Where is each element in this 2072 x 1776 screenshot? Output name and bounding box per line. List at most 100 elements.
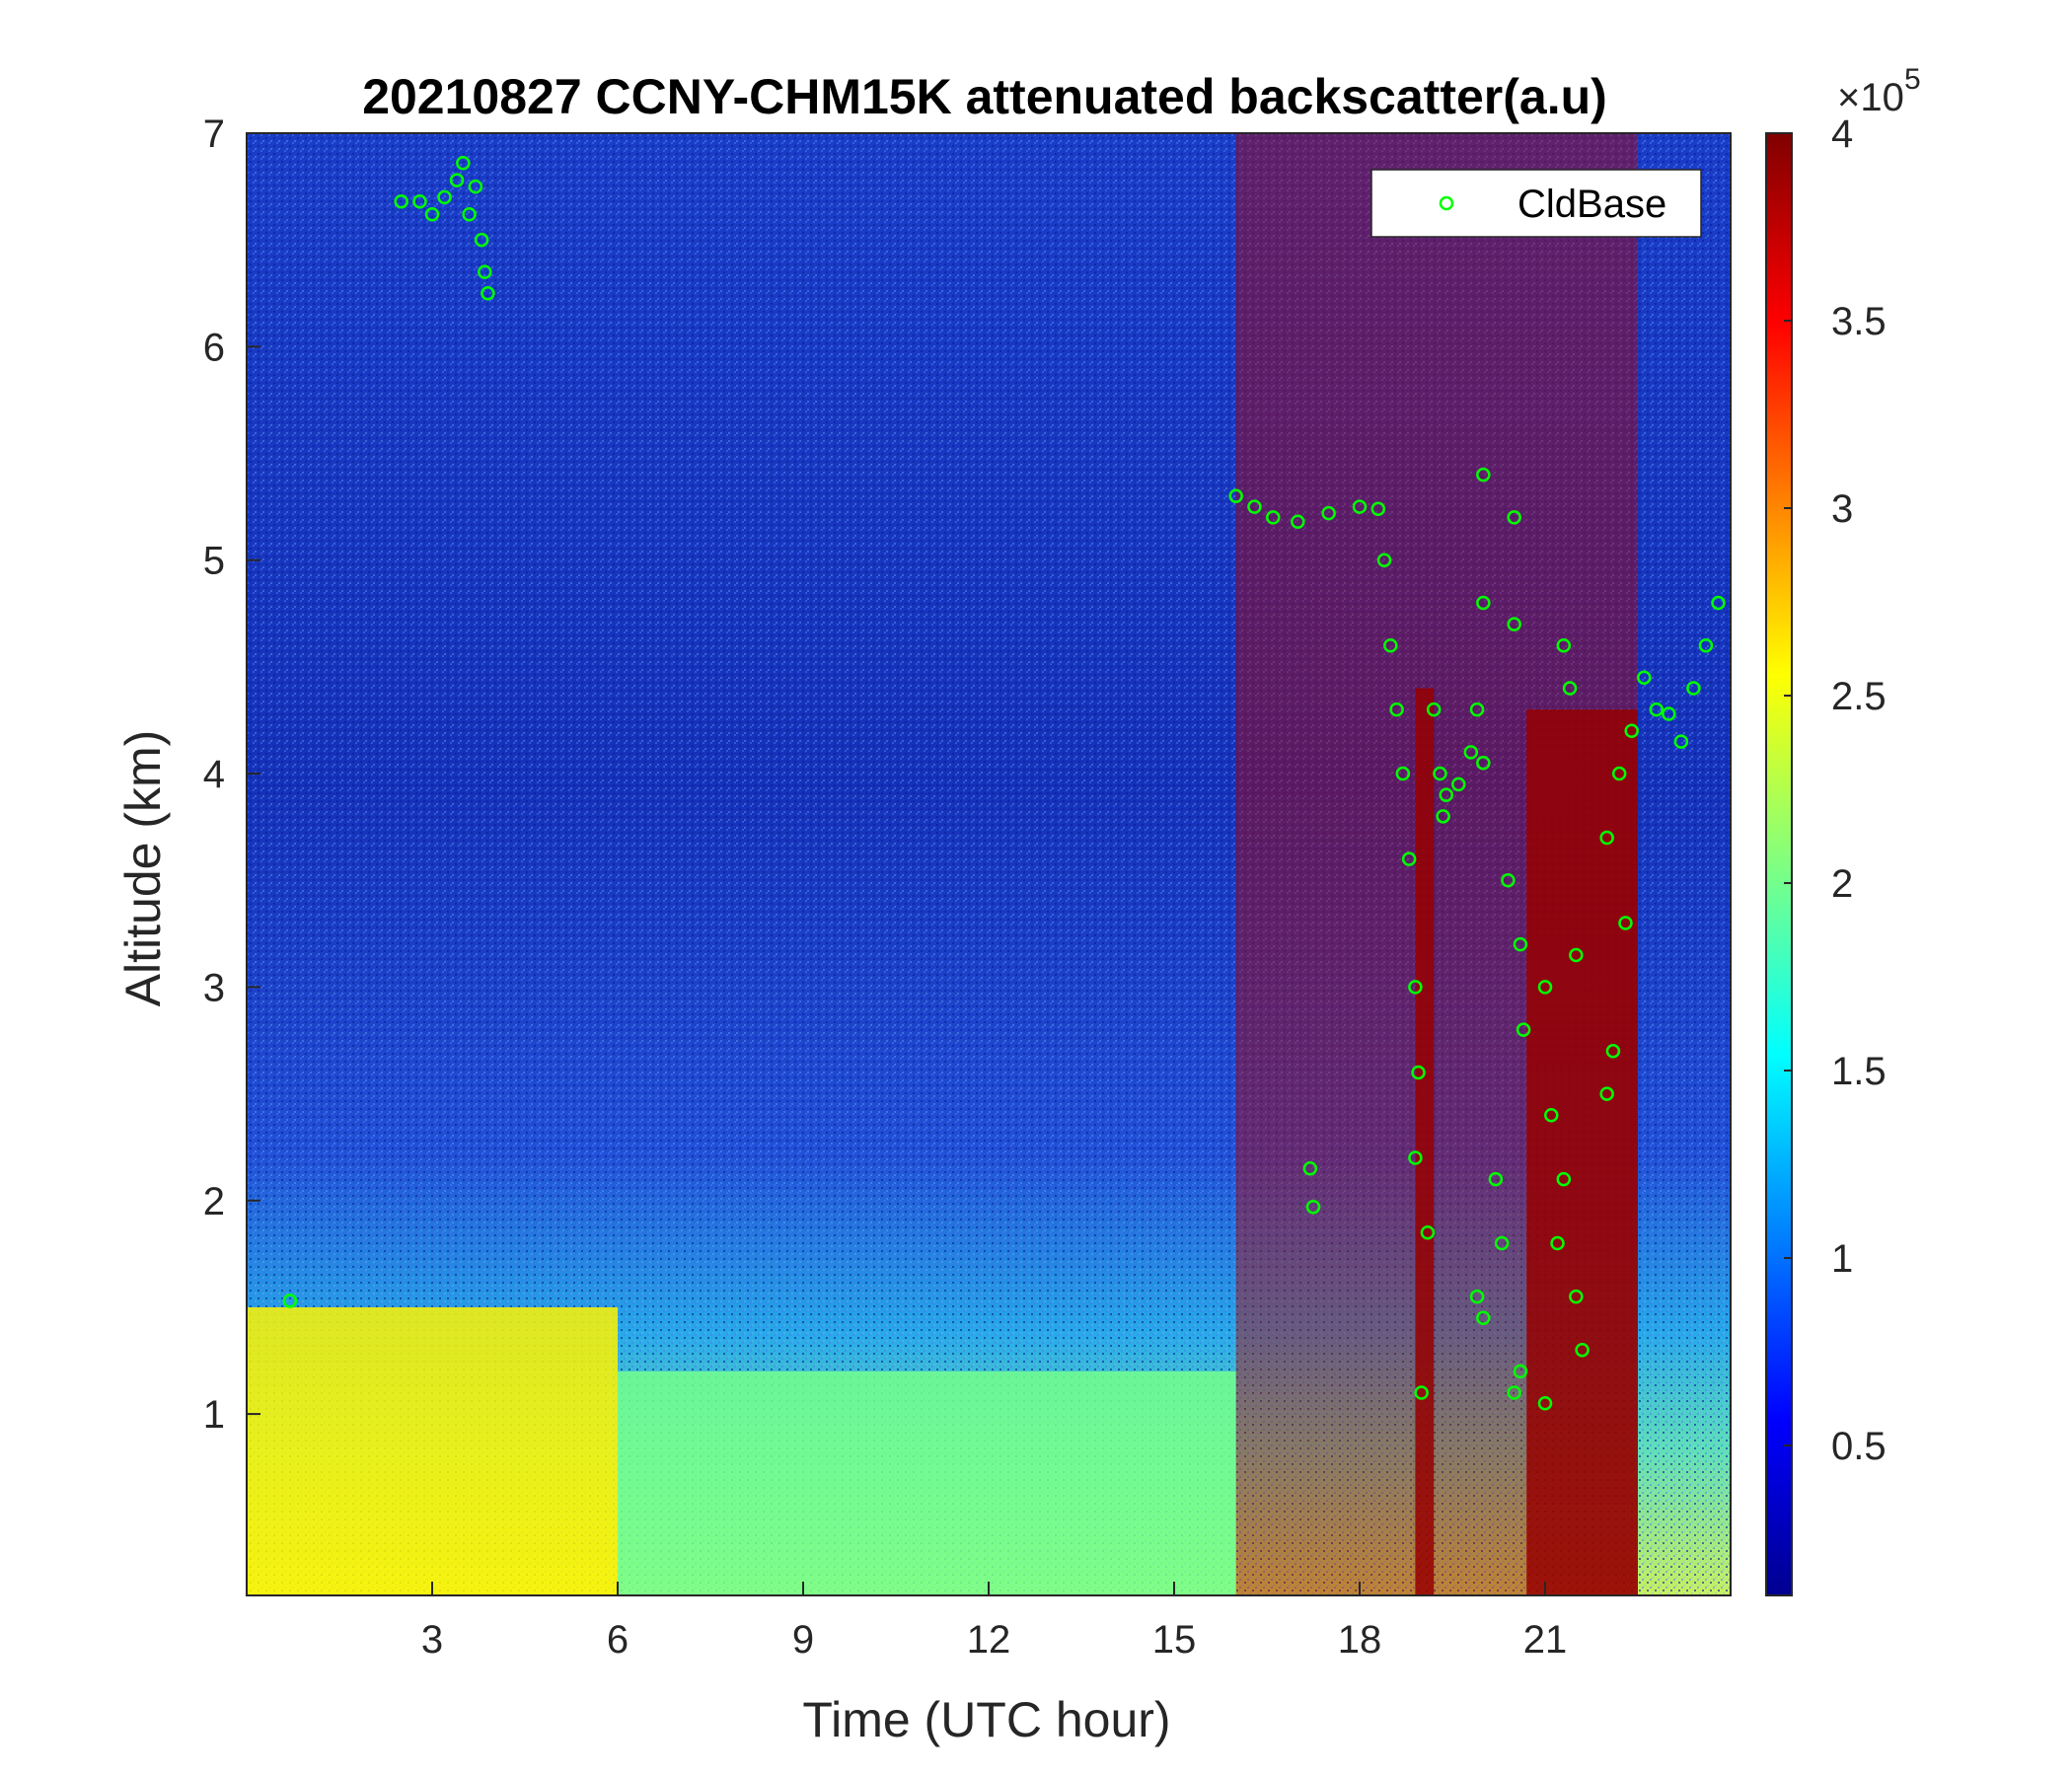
colorbar-scale — [1765, 132, 1793, 1596]
cldbase-point — [1569, 947, 1584, 963]
signal-regions — [247, 133, 1638, 1595]
cldbase-point — [1266, 510, 1281, 525]
cldbase-point — [1469, 1289, 1485, 1304]
y-tick-label: 1 — [203, 1393, 225, 1437]
cldbase-point — [1408, 980, 1423, 995]
colorbar-tick-label: 3 — [1831, 487, 1853, 531]
legend-marker-cldbase — [1439, 195, 1454, 211]
cldbase-point — [462, 206, 477, 222]
cldbase-point — [1469, 702, 1485, 717]
colorbar-tick-label: 4 — [1831, 112, 1853, 156]
cldbase-point — [1476, 467, 1491, 482]
cldbase-point — [1698, 637, 1714, 653]
cldbase-point — [1321, 505, 1336, 521]
cldbase-point — [1488, 1171, 1504, 1187]
cldbase-point — [424, 206, 440, 222]
cldbase-point — [1599, 830, 1614, 846]
cldbase-point — [1501, 872, 1516, 888]
cldbase-point — [1383, 637, 1398, 653]
cldbase-point — [1624, 723, 1639, 739]
cldbase-point — [1408, 1150, 1423, 1165]
colorbar: 0.5 1 1.5 2 2.5 3 3.5 4 ×10 5 — [1765, 63, 1921, 1596]
cldbase-point — [1291, 514, 1305, 530]
region-aerosol-layer-night — [247, 1306, 618, 1595]
legend-label-cldbase: CldBase — [1517, 183, 1666, 226]
y-tick-label: 6 — [203, 326, 225, 369]
cldbase-point — [1556, 1171, 1572, 1187]
legend-box — [1370, 169, 1702, 238]
cldbase-point — [1618, 916, 1633, 930]
cldbase-point — [412, 193, 427, 209]
cldbase-point — [1686, 681, 1701, 696]
cldbase-point — [1401, 851, 1417, 866]
cldbase-point — [1649, 702, 1665, 717]
cldbase-point — [474, 232, 489, 248]
cldbase-point — [1711, 595, 1726, 611]
cldbase-point — [1569, 1289, 1584, 1304]
cldbase-point — [468, 179, 483, 194]
chart-title: 20210827 CCNY-CHM15K attenuated backscat… — [362, 69, 1607, 124]
cldbase-point — [1247, 499, 1262, 514]
cldbase-point — [1575, 1342, 1590, 1358]
x-tick-label: 6 — [607, 1618, 629, 1662]
cldbase-point — [1463, 745, 1479, 760]
cldbase-point — [1395, 766, 1411, 781]
cldbase-point — [1556, 637, 1572, 653]
x-axis-label: Time (UTC hour) — [802, 1692, 1170, 1747]
cldbase-point — [449, 173, 465, 187]
cldbase-point — [1537, 1396, 1553, 1411]
cldbase-point — [1605, 1044, 1621, 1059]
cldbase-point — [394, 193, 408, 209]
colorbar-exponent-power: 5 — [1904, 63, 1921, 96]
y-tick-label: 3 — [203, 966, 225, 1009]
x-tick-label: 15 — [1152, 1618, 1197, 1662]
region-cloud-column-2 — [1526, 709, 1638, 1595]
legend[interactable]: CldBase — [1370, 169, 1702, 238]
cldbase-point — [1414, 1385, 1429, 1400]
cldbase-series — [282, 156, 1726, 1411]
cldbase-point — [1513, 936, 1528, 952]
cldbase-point — [1599, 1086, 1614, 1101]
cldbase-point — [1370, 501, 1386, 517]
cldbase-point — [1420, 1224, 1436, 1240]
x-tick-label: 21 — [1523, 1618, 1568, 1662]
cldbase-point — [1426, 702, 1442, 717]
cldbase-point — [481, 286, 495, 301]
cldbase-point — [1439, 787, 1453, 802]
cldbase-point — [1494, 1235, 1510, 1251]
cldbase-point — [1513, 1364, 1528, 1379]
colorbar-tick-label: 1 — [1831, 1237, 1853, 1281]
cldbase-point — [1537, 980, 1553, 995]
colorbar-exponent-base: ×10 — [1837, 76, 1904, 119]
colorbar-tick-label: 2.5 — [1831, 675, 1887, 718]
cldbase-point — [1228, 488, 1243, 504]
cldbase-point — [478, 264, 492, 279]
colorbar-ticks: 0.5 1 1.5 2 2.5 3 3.5 4 — [1784, 112, 1887, 1468]
cldbase-point — [1476, 595, 1491, 611]
y-tick-label: 5 — [203, 540, 225, 583]
cldbase-point — [1516, 1022, 1531, 1037]
region-aerosol-layer-day — [618, 1370, 1236, 1595]
cldbase-point — [1305, 1199, 1321, 1215]
cldbase-point — [1476, 755, 1491, 771]
y-axis: 1 2 3 4 5 6 7 — [203, 112, 260, 1437]
x-axis: 3 6 9 12 15 18 21 — [421, 1582, 1567, 1662]
cldbase-point — [1302, 1161, 1318, 1176]
y-tick-label: 7 — [203, 112, 225, 156]
cldbase-point — [1451, 777, 1466, 792]
cldbase-point — [282, 1294, 298, 1308]
x-tick-label: 3 — [421, 1618, 443, 1662]
cldbase-point — [1476, 1310, 1491, 1325]
y-tick-label: 2 — [203, 1180, 225, 1223]
x-tick-label: 18 — [1338, 1618, 1382, 1662]
cldbase-point — [1544, 1107, 1559, 1123]
region-cloud-column-1 — [1415, 688, 1435, 1595]
cldbase-point — [1562, 681, 1578, 696]
x-tick-label: 9 — [792, 1618, 814, 1662]
cldbase-point — [1411, 1065, 1426, 1080]
y-axis-label: Altitude (km) — [115, 730, 171, 1007]
cldbase-point — [1637, 670, 1652, 685]
cldbase-point — [1352, 499, 1368, 514]
cldbase-point — [1436, 809, 1450, 824]
